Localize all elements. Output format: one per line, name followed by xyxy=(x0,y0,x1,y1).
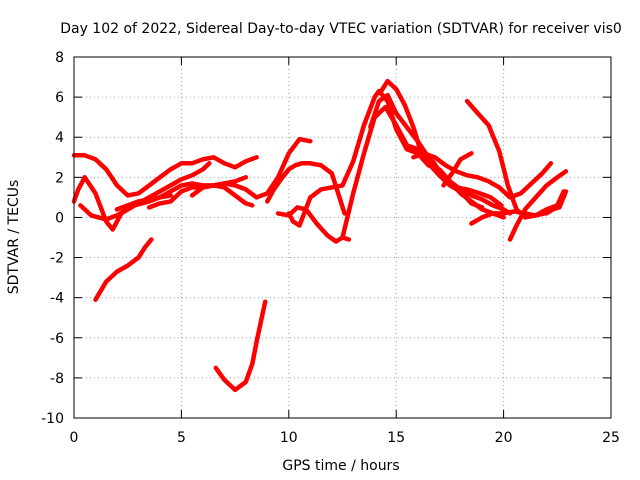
series-sat-h xyxy=(213,299,268,393)
x-tick-label: 25 xyxy=(602,430,620,446)
series-sat-j xyxy=(275,205,352,244)
grid-layer xyxy=(74,57,611,418)
y-tick-label: 8 xyxy=(55,50,64,66)
series-sat-m xyxy=(378,78,504,208)
y-tick-label: -4 xyxy=(50,291,64,307)
series-sat-s xyxy=(507,169,569,242)
series-sat-g xyxy=(189,183,255,208)
tick-layer: -10 -8 -6 -4 -2 0 2 4 6 8 0 5 10 15 20 25 xyxy=(41,50,620,446)
y-tick-label: 0 xyxy=(55,210,64,226)
series-sat-t xyxy=(544,189,569,216)
y-tick-label: 4 xyxy=(55,130,64,146)
series-sat-p xyxy=(441,151,474,188)
x-tick-label: 10 xyxy=(280,430,298,446)
x-tick-label: 0 xyxy=(70,430,79,446)
series-sat-o xyxy=(411,151,554,200)
x-axis-label: GPS time / hours xyxy=(282,458,399,474)
series-sat-f xyxy=(146,136,313,210)
y-tick-label: 2 xyxy=(55,170,64,186)
x-tick-label: 15 xyxy=(387,430,405,446)
series-sat-q xyxy=(464,98,566,220)
y-tick-label: -8 xyxy=(50,371,64,387)
y-tick-label: -10 xyxy=(41,411,64,427)
series-sat-i xyxy=(265,161,347,216)
chart-title: Day 102 of 2022, Sidereal Day-to-day VTE… xyxy=(60,21,622,37)
y-tick-label: 6 xyxy=(55,90,64,106)
series-sat-n xyxy=(368,92,513,216)
y-tick-label: -6 xyxy=(50,331,64,347)
series-sat-d xyxy=(93,237,154,302)
series-sat-a xyxy=(71,153,259,198)
series-sat-r xyxy=(469,209,547,226)
y-tick-label: -2 xyxy=(50,251,64,267)
series-layer xyxy=(71,78,569,393)
x-tick-label: 5 xyxy=(177,430,186,446)
plot-frame xyxy=(73,56,612,419)
y-axis-label: SDTVAR / TECUs xyxy=(6,180,22,295)
x-tick-label: 20 xyxy=(495,430,513,446)
